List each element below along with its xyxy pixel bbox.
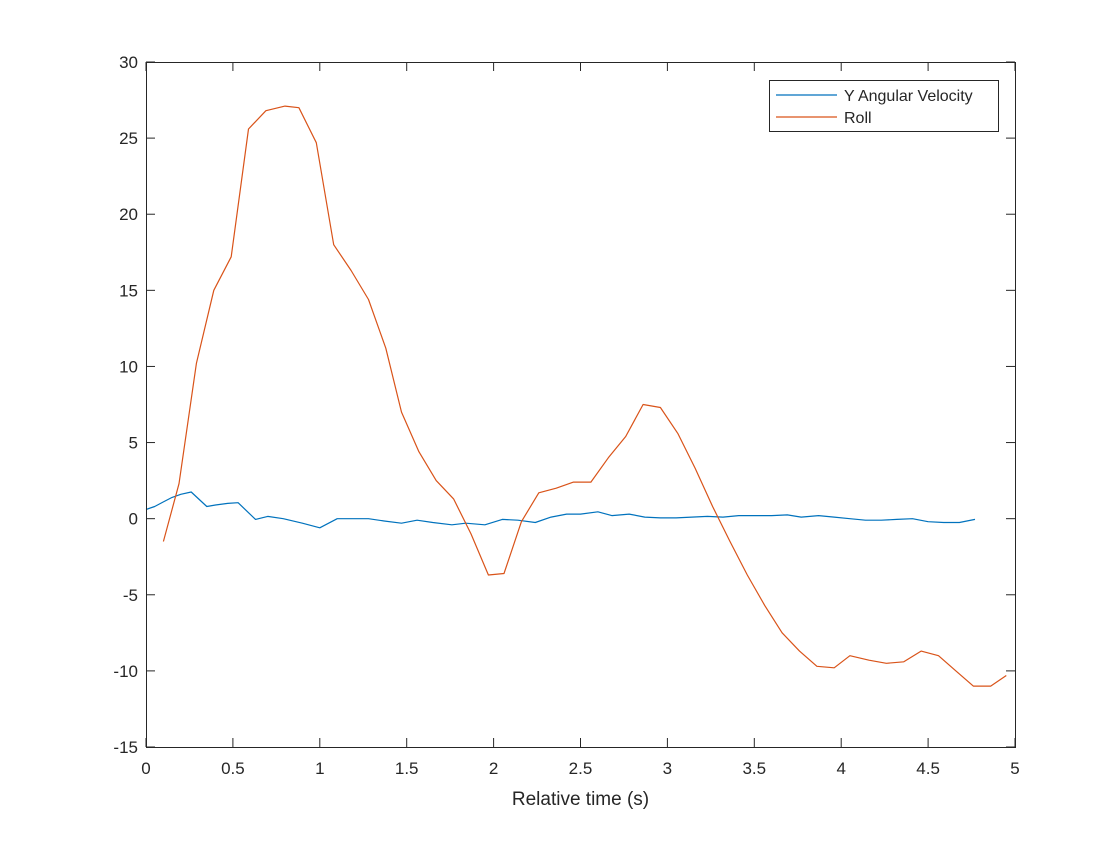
legend-label-y-angular-velocity: Y Angular Velocity xyxy=(844,88,973,105)
x-tick-label: 1.5 xyxy=(395,759,419,778)
x-tick-label: 2 xyxy=(489,759,498,778)
x-axis-title: Relative time (s) xyxy=(512,789,649,810)
y-tick-label: -5 xyxy=(123,586,138,605)
y-tick-label: 20 xyxy=(119,205,138,224)
x-tick-label: 3 xyxy=(663,759,672,778)
y-tick-label: 5 xyxy=(129,434,138,453)
x-tick-label: 0 xyxy=(141,759,150,778)
y-tick-label: 30 xyxy=(119,53,138,72)
ticks-layer: 0 0.5 1 1.5 2 2.5 3 3.5 4 4.5 5 -15 -10 -5 0 5 10 15 20 25 3… xyxy=(113,53,1019,778)
legend[interactable]: Y Angular Velocity Roll xyxy=(769,80,999,132)
y-tick-label: -10 xyxy=(113,662,138,681)
series-layer xyxy=(145,105,1007,687)
y-tick-label: 25 xyxy=(119,129,138,148)
y-tick-label: -15 xyxy=(113,738,138,757)
x-tick-label: 0.5 xyxy=(221,759,245,778)
x-tick-label: 2.5 xyxy=(569,759,593,778)
legend-label-roll: Roll xyxy=(844,110,872,127)
x-tick-label: 4 xyxy=(836,759,845,778)
x-tick-label: 4.5 xyxy=(916,759,940,778)
x-tick-label: 3.5 xyxy=(742,759,766,778)
y-tick-label: 15 xyxy=(119,281,138,300)
y-tick-label: 10 xyxy=(119,357,138,376)
plot-area xyxy=(146,62,1015,747)
series-line-roll xyxy=(162,105,1007,687)
legend-box xyxy=(769,80,999,132)
series-line-y-angular-velocity xyxy=(145,491,976,529)
y-tick-label: 0 xyxy=(129,510,138,529)
x-tick-label: 1 xyxy=(315,759,324,778)
x-tick-label: 5 xyxy=(1010,759,1019,778)
